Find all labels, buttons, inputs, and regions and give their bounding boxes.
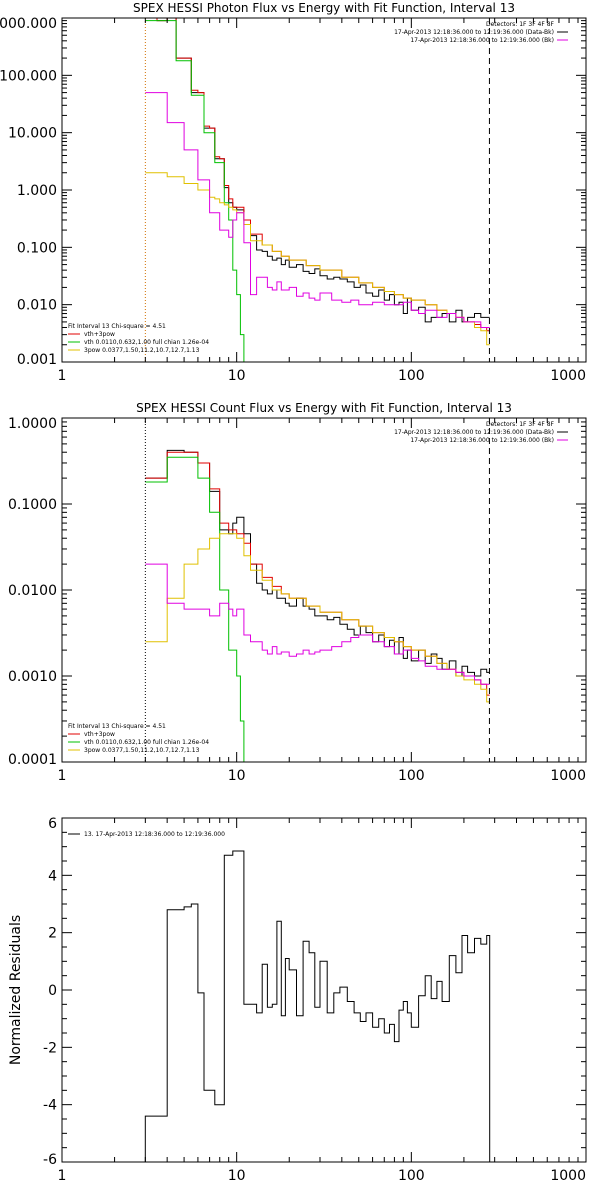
x-tick-label: 10 [228, 368, 246, 384]
series-line-0 [145, 18, 490, 323]
series-line-2 [145, 20, 247, 362]
legend-entry-label: 3pow 0.0377,1.50,11.2,10.7,12.7,1.13 [84, 347, 200, 354]
plot-frame [61, 417, 587, 763]
fit-legend-header: Fit Interval 13 Chi-square = 4.51 [68, 723, 166, 730]
y-axis-label: Normalized Residuals [8, 915, 24, 1065]
x-tick-label: 10 [228, 1168, 246, 1184]
legend-entry-label: 17-Apr-2013 12:18:36.000 to 12:19:36.000… [410, 37, 554, 44]
y-tick-label: 0.100 [17, 240, 57, 256]
series-line-3 [145, 172, 490, 346]
y-tick-label: -4 [43, 1098, 57, 1114]
y-tick-label: 0.001 [17, 352, 57, 368]
fit-legend-header: Fit Interval 13 Chi-square = 4.51 [68, 323, 166, 330]
x-tick-label: 100 [398, 1168, 425, 1184]
y-tick-label: 0.0001 [8, 752, 57, 768]
legend-entry-label: vth+3pow [84, 331, 115, 338]
y-tick-label: 10.000 [8, 126, 57, 142]
x-tick-label: 100 [398, 368, 425, 384]
legend-entry-label: 3pow 0.0377,1.50,11.2,10.7,12.7,1.13 [84, 747, 200, 754]
series-line-3 [145, 533, 490, 703]
plot-frame [61, 17, 587, 363]
y-tick-label: 1000.000 [0, 16, 57, 32]
legend-entry-label: 17-Apr-2013 12:18:36.000 to 12:19:36.000… [394, 429, 554, 436]
x-tick-label: 10 [228, 768, 246, 784]
x-tick-label: 100 [398, 768, 425, 784]
series-line-4 [145, 92, 490, 328]
y-tick-label: 1.000 [17, 183, 57, 199]
legend-entry-label: 13. 17-Apr-2013 12:18:36.000 to 12:19:36… [84, 831, 225, 838]
y-tick-label: 0.0010 [8, 669, 57, 685]
y-tick-label: 0.0100 [8, 583, 57, 599]
photon-flux-chart: SPEX HESSI Photon Flux vs Energy with Fi… [0, 1, 587, 384]
legend-entry-label: vth 0.0110,0.632,1.00 full chian 1.26e-0… [84, 339, 209, 346]
x-tick-label: 1 [58, 768, 67, 784]
residuals-chart: Normalized Residuals 1 10 100 1000 -6 -4 -2 0 2 4 6… [8, 816, 587, 1184]
y-tick-label: 0 [48, 983, 57, 999]
series-line-0 [145, 449, 490, 677]
plot-frame [61, 817, 587, 1163]
x-tick-label: 1000 [550, 368, 586, 384]
legend-entry-label: 17-Apr-2013 12:18:36.000 to 12:19:36.000… [410, 437, 554, 444]
y-tick-label: 0.010 [17, 298, 57, 314]
series-line-4 [145, 563, 490, 685]
series-line-2 [145, 456, 247, 762]
y-tick-label: -6 [43, 1152, 57, 1168]
x-tick-label: 1 [58, 368, 67, 384]
chart-title: SPEX HESSI Photon Flux vs Energy with Fi… [133, 1, 515, 15]
y-tick-label: 100.000 [0, 68, 57, 84]
legend-entry-label: 17-Apr-2013 12:18:36.000 to 12:19:36.000… [394, 29, 554, 36]
x-tick-label: 1 [58, 1168, 67, 1184]
legend-entry-label: vth+3pow [84, 731, 115, 738]
detector-legend-header: Detectors: 1F 3F 4F 8F [486, 421, 555, 428]
y-tick-label: 1.0000 [8, 416, 57, 432]
x-tick-label: 1000 [550, 1168, 586, 1184]
y-tick-label: 0.1000 [8, 497, 57, 513]
y-tick-label: 6 [48, 816, 57, 832]
y-tick-label: 2 [48, 926, 57, 942]
detector-legend-header: Detectors: 1F 3F 4F 8F [486, 21, 555, 28]
x-tick-label: 1000 [550, 768, 586, 784]
series-line-0 [144, 850, 491, 1162]
y-tick-label: -2 [43, 1040, 57, 1056]
legend-entry-label: vth 0.0110,0.632,1.00 full chian 1.26e-0… [84, 739, 209, 746]
series-line-1 [145, 18, 490, 332]
y-tick-label: 4 [48, 868, 57, 884]
chart-title: SPEX HESSI Count Flux vs Energy with Fit… [136, 401, 512, 415]
count-flux-chart: SPEX HESSI Count Flux vs Energy with Fit… [8, 401, 587, 784]
